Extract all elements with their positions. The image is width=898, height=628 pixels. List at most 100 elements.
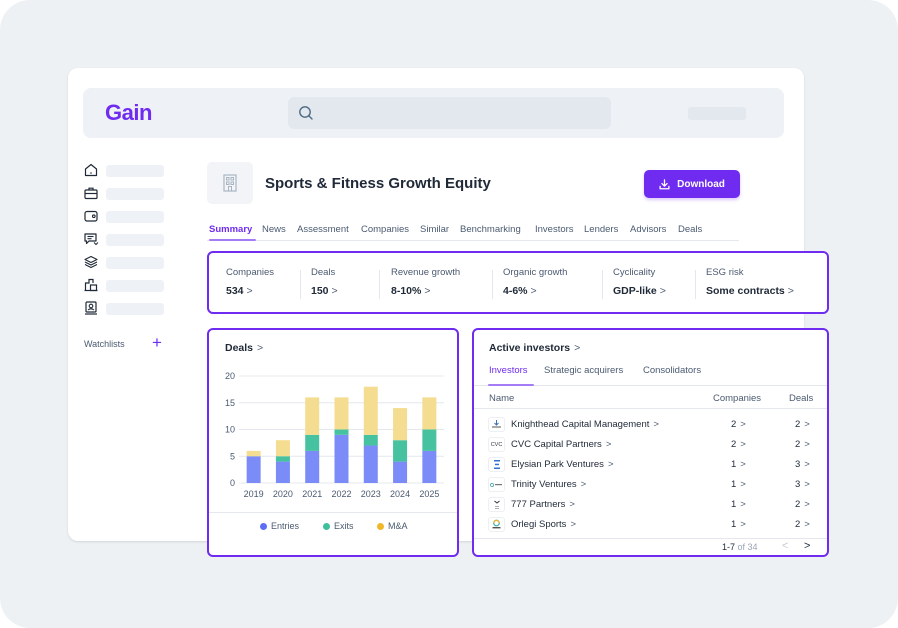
investor-logo	[488, 417, 505, 432]
deals-bar-chart: 0 5 10 15 20 2019 2020 2021 2022 2023 2024 2025	[225, 371, 444, 499]
bar-exits-2023	[363, 434, 378, 446]
add-watchlist-button[interactable]: +	[152, 333, 162, 352]
sidebar-item-profile[interactable]	[83, 300, 165, 316]
deals-count: 3	[795, 479, 801, 490]
sidebar-item-briefcase[interactable]	[83, 185, 165, 201]
metric-deals[interactable]: Deals 150 >	[311, 267, 338, 297]
deals-title: Deals	[225, 342, 254, 354]
sidebar-item-wallet[interactable]	[83, 208, 165, 224]
bar-exits-2025	[422, 429, 437, 451]
download-icon	[659, 178, 670, 189]
download-button[interactable]: Download	[644, 170, 740, 198]
table-row[interactable]: CVC CVC Capital Partners > 2 > 2 >	[474, 435, 827, 455]
tab-lenders[interactable]: Lenders	[584, 224, 619, 235]
tab-assessment[interactable]: Assessment	[297, 224, 349, 235]
deals-count-link[interactable]: 2 >	[795, 419, 810, 430]
chevron-right-icon: >	[804, 479, 810, 490]
deals-count-link[interactable]: 2 >	[795, 519, 810, 530]
companies-count-link[interactable]: 1 >	[731, 459, 746, 470]
tab-news[interactable]: News	[262, 224, 286, 235]
legend-label: Exits	[334, 521, 354, 531]
active-investors-title-link[interactable]: Active investors >	[489, 342, 580, 354]
tab-summary[interactable]: Summary	[209, 224, 253, 235]
tab-similar[interactable]: Similar	[420, 224, 450, 235]
tab-investors[interactable]: Investors	[489, 365, 528, 376]
metric-cyclicality[interactable]: Cyclicality GDP-like >	[613, 267, 666, 297]
chevron-right-icon: >	[246, 285, 253, 297]
deals-title-link[interactable]: Deals >	[225, 342, 263, 354]
deals-count-link[interactable]: 3 >	[795, 459, 810, 470]
metric-value: GDP-like	[613, 285, 657, 297]
investor-logo	[488, 477, 505, 492]
companies-count-link[interactable]: 1 >	[731, 479, 746, 490]
next-page-button[interactable]: >	[804, 540, 811, 552]
investor-name-link[interactable]: CVC Capital Partners >	[511, 439, 611, 450]
tab-consolidators[interactable]: Consolidators	[643, 365, 702, 376]
page-title: Sports & Fitness Growth Equity	[265, 175, 491, 192]
table-row[interactable]: 777 Partners > 1 > 2 >	[474, 495, 827, 515]
gain-logo[interactable]: Gain	[105, 100, 152, 125]
watchlists-label[interactable]: Watchlists	[84, 339, 125, 349]
chevron-right-icon: >	[740, 419, 746, 430]
sidebar-item-home[interactable]	[83, 162, 165, 178]
companies-count-link[interactable]: 2 >	[731, 419, 746, 430]
deals-count-link[interactable]: 2 >	[795, 439, 810, 450]
tab-deals[interactable]: Deals	[678, 224, 703, 235]
y-tick-label: 0	[230, 478, 235, 488]
bar-entries-2025	[422, 450, 437, 483]
home-icon	[84, 163, 98, 177]
chevron-right-icon: >	[740, 459, 746, 470]
companies-count-link[interactable]: 1 >	[731, 499, 746, 510]
sidebar-item-messages[interactable]	[83, 231, 165, 247]
bar-entries-2022	[334, 434, 349, 483]
table-row[interactable]: Elysian Park Ventures > 1 > 3 >	[474, 455, 827, 475]
tab-companies[interactable]: Companies	[361, 224, 410, 235]
investor-name-link[interactable]: Knighthead Capital Management >	[511, 419, 659, 430]
chevron-right-icon: >	[740, 479, 746, 490]
companies-count: 1	[731, 499, 737, 510]
tab-benchmarking[interactable]: Benchmarking	[460, 224, 521, 235]
chevron-right-icon: >	[804, 499, 810, 510]
divider	[474, 538, 827, 539]
metric-organic-growth[interactable]: Organic growth 4-6% >	[503, 267, 567, 297]
sidebar-item-layers[interactable]	[83, 254, 165, 270]
companies-count-link[interactable]: 1 >	[731, 519, 746, 530]
divider	[602, 270, 603, 299]
investor-name: Trinity Ventures	[511, 479, 577, 490]
column-header-companies[interactable]: Companies	[713, 393, 762, 404]
download-label: Download	[677, 178, 725, 190]
legend-entries: Entries	[260, 521, 299, 531]
bar-m-a-2021	[305, 397, 320, 435]
chevron-right-icon: >	[424, 285, 431, 297]
investor-name-link[interactable]: Elysian Park Ventures >	[511, 459, 614, 470]
bar-m-a-2025	[422, 397, 437, 430]
tab-strategic-acquirers[interactable]: Strategic acquirers	[544, 365, 624, 376]
search-input[interactable]	[288, 97, 611, 129]
companies-count-link[interactable]: 2 >	[731, 439, 746, 450]
metric-companies[interactable]: Companies 534 >	[226, 267, 274, 297]
column-header-deals[interactable]: Deals	[789, 393, 814, 404]
tab-investors[interactable]: Investors	[535, 224, 574, 235]
y-tick-label: 15	[225, 398, 235, 408]
table-row[interactable]: Orlegi Sports > 1 > 2 >	[474, 515, 827, 535]
metric-esg-risk[interactable]: ESG risk Some contracts >	[706, 267, 794, 297]
investor-name-link[interactable]: Orlegi Sports >	[511, 519, 576, 530]
metric-revenue-growth[interactable]: Revenue growth 8-10% >	[391, 267, 460, 297]
deals-count-link[interactable]: 2 >	[795, 499, 810, 510]
tab-advisors[interactable]: Advisors	[630, 224, 667, 235]
x-tick-label: 2022	[331, 489, 351, 499]
deals-count-link[interactable]: 3 >	[795, 479, 810, 490]
previous-page-button[interactable]: <	[782, 540, 789, 552]
table-row[interactable]: Knighthead Capital Management > 2 > 2 >	[474, 415, 827, 435]
investor-name-link[interactable]: 777 Partners >	[511, 499, 575, 510]
divider	[209, 512, 457, 513]
sidebar-item-buildings[interactable]	[83, 277, 165, 293]
account-placeholder[interactable]	[688, 107, 746, 120]
column-header-name[interactable]: Name	[489, 393, 515, 404]
page-tabs: Summary News Assessment Companies Simila…	[207, 223, 739, 241]
table-row[interactable]: Trinity Ventures > 1 > 3 >	[474, 475, 827, 495]
chevron-right-icon: >	[570, 519, 576, 530]
chevron-right-icon: >	[257, 342, 264, 354]
investor-name-link[interactable]: Trinity Ventures >	[511, 479, 586, 490]
y-tick-label: 20	[225, 371, 235, 381]
